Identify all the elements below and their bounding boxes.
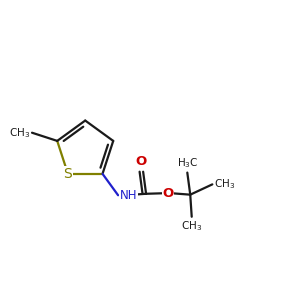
Text: H$_3$C: H$_3$C — [176, 156, 198, 170]
Text: CH$_3$: CH$_3$ — [9, 126, 31, 140]
Text: O: O — [136, 155, 147, 168]
Text: O: O — [163, 187, 174, 200]
Text: CH$_3$: CH$_3$ — [181, 219, 202, 233]
Text: S: S — [64, 167, 72, 181]
Text: CH$_3$: CH$_3$ — [214, 178, 235, 191]
Text: NH: NH — [120, 189, 137, 202]
